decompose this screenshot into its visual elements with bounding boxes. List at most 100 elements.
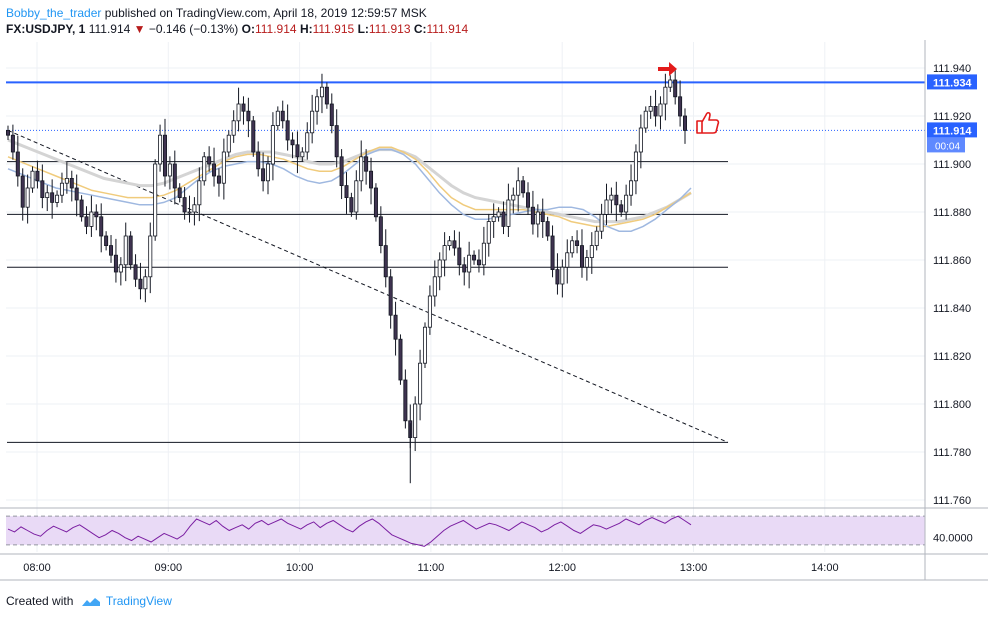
candle-body	[393, 314, 398, 340]
rsi-pane	[0, 507, 988, 547]
candle-body	[668, 79, 673, 88]
high-value: 111.915	[312, 22, 355, 36]
candle-body	[197, 180, 202, 206]
candle	[158, 124, 163, 172]
candle	[94, 204, 99, 231]
candle	[192, 197, 197, 226]
close-label: C:	[413, 22, 427, 36]
last-price: 111.914	[88, 22, 131, 36]
candle	[236, 87, 241, 132]
candle-body	[648, 106, 653, 112]
candle	[589, 232, 594, 274]
candle-body	[369, 170, 374, 189]
candle	[212, 147, 217, 187]
candle	[476, 249, 481, 273]
candle	[604, 183, 609, 225]
footer: Created with TradingView	[6, 593, 172, 609]
candle-body	[643, 110, 648, 129]
candle	[521, 176, 526, 198]
candle-body	[84, 216, 89, 227]
candle-body	[373, 187, 378, 218]
tradingview-brand[interactable]: TradingView	[105, 594, 172, 608]
candle	[167, 156, 172, 190]
y-tick-label: 111.780	[933, 447, 971, 459]
candle	[45, 185, 50, 212]
candle-body	[579, 245, 584, 268]
candle-body	[133, 264, 138, 280]
candle	[207, 146, 212, 172]
candle	[182, 187, 187, 220]
candle-body	[94, 211, 99, 218]
candle-body	[290, 139, 295, 146]
candle	[187, 195, 192, 223]
x-tick-label: 09:00	[155, 562, 183, 574]
candle	[511, 187, 516, 214]
candle-body	[427, 295, 432, 328]
candle-body	[491, 216, 496, 223]
candle	[113, 238, 118, 283]
candle-body	[629, 180, 634, 196]
candle	[202, 152, 207, 186]
candle-body	[609, 194, 614, 201]
candle-body	[280, 110, 285, 122]
annotations	[658, 62, 720, 134]
candle-body	[40, 180, 45, 199]
candle-body	[207, 156, 212, 165]
candle	[452, 230, 457, 256]
candle-body	[15, 151, 20, 177]
candle	[123, 222, 128, 282]
candle-body	[212, 163, 217, 177]
candle	[526, 182, 531, 215]
candle-body	[422, 326, 427, 364]
candle	[496, 207, 501, 222]
candle-body	[226, 134, 231, 153]
candle-body	[266, 163, 271, 182]
candle-body	[275, 110, 280, 126]
candle	[153, 159, 158, 241]
candle-body	[89, 211, 94, 227]
candle	[349, 192, 354, 217]
high-label: H:	[299, 22, 313, 36]
y-tick-label: 111.820	[933, 351, 971, 363]
candle	[334, 109, 339, 168]
candle	[6, 125, 11, 140]
y-tick-label: 111.940	[933, 63, 971, 75]
x-tick-label: 08:00	[23, 562, 51, 574]
candle	[619, 200, 624, 217]
candle	[162, 118, 167, 187]
candle-body	[10, 134, 15, 153]
symbol-name[interactable]: FX:USDJPY, 1	[6, 22, 86, 36]
candle	[172, 150, 177, 205]
candle-body	[530, 206, 535, 225]
candle-body	[388, 276, 393, 316]
candle	[530, 190, 535, 235]
candle-body	[653, 106, 658, 117]
candle-body	[192, 204, 197, 213]
y-tick-label: 111.760	[933, 495, 971, 507]
candle	[324, 82, 329, 109]
author-link[interactable]: Bobby_the_trader	[6, 6, 102, 20]
candle	[15, 135, 20, 187]
candle-body	[221, 151, 226, 184]
candle-body	[35, 170, 40, 182]
candle	[545, 216, 550, 241]
candle-body	[143, 276, 148, 290]
candle	[575, 230, 580, 254]
candle	[148, 222, 153, 294]
candle	[280, 100, 285, 129]
candle	[678, 80, 683, 127]
candle	[290, 132, 295, 159]
y-tick-label: 111.920	[933, 111, 971, 123]
price-tag	[927, 74, 977, 90]
down-arrow-icon: ▼	[133, 22, 146, 36]
candle-body	[619, 204, 624, 213]
candle-body	[457, 247, 462, 266]
x-tick-label: 12:00	[548, 562, 576, 574]
candle	[89, 195, 94, 237]
candle-body	[256, 151, 261, 170]
candle-body	[25, 187, 30, 208]
candle-body	[511, 194, 516, 201]
candle-body	[437, 259, 442, 278]
price-chart[interactable]: 111.940 111.920 111.900 111.880 111.860 111.8…	[0, 0, 988, 590]
x-tick-label: 10:00	[286, 562, 314, 574]
